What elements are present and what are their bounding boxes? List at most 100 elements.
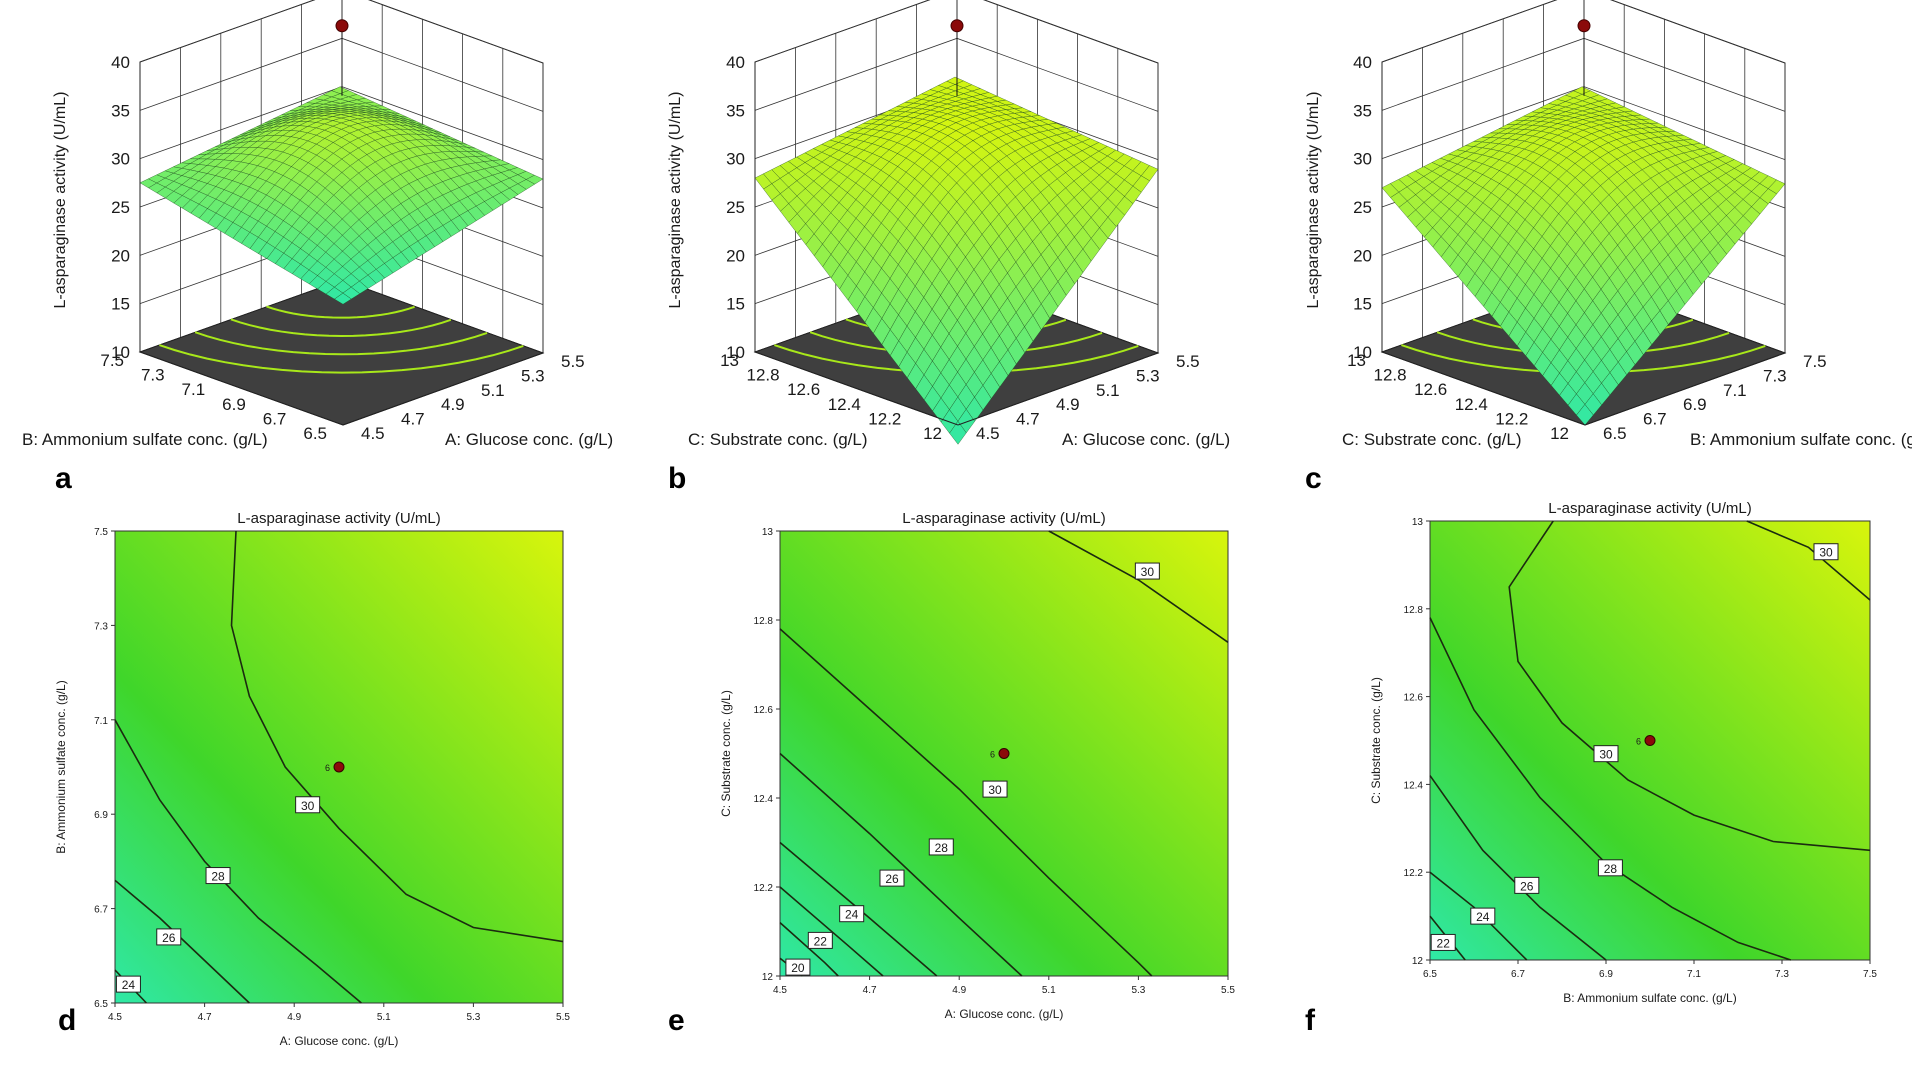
design-point-label: 6 xyxy=(325,763,330,773)
contour-line-30 xyxy=(1746,520,1871,601)
design-point-label: 6 xyxy=(990,750,995,760)
contour-label: 22 xyxy=(814,934,828,948)
y-tick-label: 6.5 xyxy=(303,424,327,443)
z-tick-label: 20 xyxy=(726,246,745,265)
contour-title: L-asparaginase activity (U/mL) xyxy=(1548,500,1751,517)
contour-label-box xyxy=(156,928,182,946)
x-axis-title: A: Glucose conc. (g/L) xyxy=(1062,430,1230,449)
x-tick-label: 7.1 xyxy=(1723,381,1747,400)
contour-label-box xyxy=(928,838,954,856)
y-tick-label: 12.6 xyxy=(1404,693,1424,704)
contour-label: 28 xyxy=(935,841,949,855)
x-tick-label: 4.7 xyxy=(401,410,425,429)
y-tick-label: 12 xyxy=(1550,424,1569,443)
design-point-marker xyxy=(333,761,345,773)
z-tick-label: 10 xyxy=(1353,343,1372,362)
z-tick-label: 40 xyxy=(111,53,130,72)
contour-label: 26 xyxy=(885,872,899,886)
design-point-marker xyxy=(335,19,349,33)
contour-label-box xyxy=(785,958,811,976)
contour-label-box xyxy=(879,869,905,887)
response-surface xyxy=(754,76,1159,445)
contour-label-box xyxy=(1597,859,1623,877)
x-tick-label: 5.3 xyxy=(466,1012,480,1023)
contour-label-box xyxy=(1593,745,1619,763)
z-tick-label: 20 xyxy=(111,246,130,265)
x-tick-label: 4.5 xyxy=(976,424,1000,443)
x-tick-label: 7.3 xyxy=(1775,969,1789,980)
floor-contour xyxy=(159,344,524,374)
x-axis-title: B: Ammonium sulfate conc. (g/L) xyxy=(1563,991,1736,1005)
y-axis-title: C: Substrate conc. (g/L) xyxy=(1369,677,1383,804)
y-tick-label: 7.1 xyxy=(182,380,206,399)
contour-title: L-asparaginase activity (U/mL) xyxy=(237,510,440,527)
x-axis-line xyxy=(1584,352,1786,426)
y-tick-label: 12.8 xyxy=(1404,605,1424,616)
x-tick-label: 7.5 xyxy=(1863,969,1877,980)
z-tick-label: 40 xyxy=(726,53,745,72)
contour-label-box xyxy=(1514,876,1540,894)
y-tick-label: 6.9 xyxy=(94,810,108,821)
x-tick-label: 5.1 xyxy=(1042,985,1056,996)
y-tick-label: 12.4 xyxy=(754,794,774,805)
x-axis-line xyxy=(957,352,1159,426)
x-tick-label: 7.5 xyxy=(1803,352,1827,371)
y-tick-label: 6.7 xyxy=(263,409,287,428)
design-point-marker xyxy=(950,19,964,33)
y-tick-label: 12.2 xyxy=(754,883,774,894)
x-tick-label: 4.7 xyxy=(198,1012,212,1023)
y-tick-label: 13 xyxy=(762,527,774,538)
y-axis-title: C: Substrate conc. (g/L) xyxy=(1342,430,1522,449)
panel-d-contour-plot: L-asparaginase activity (U/mL) 30 28 26 24 6 4… xyxy=(54,510,570,1048)
contour-label: 30 xyxy=(301,799,315,813)
z-tick-label: 25 xyxy=(111,198,130,217)
y-tick-label: 12.2 xyxy=(1404,868,1424,879)
z-tick-label: 30 xyxy=(111,150,130,169)
floor-contour xyxy=(266,305,415,319)
z-tick-label: 40 xyxy=(1353,53,1372,72)
x-tick-label: 5.3 xyxy=(521,366,545,385)
y-tick-label: 12.2 xyxy=(1495,409,1528,428)
x-axis-title: A: Glucose conc. (g/L) xyxy=(445,430,613,449)
y-tick-label: 12.8 xyxy=(747,366,780,385)
z-axis-title: L-asparaginase activity (U/mL) xyxy=(52,92,69,309)
z-tick-label: 15 xyxy=(1353,295,1372,314)
contour-label-box xyxy=(807,931,833,949)
x-tick-label: 6.7 xyxy=(1643,410,1667,429)
panel-label-c: c xyxy=(1305,462,1322,495)
contour-label-box xyxy=(1134,562,1160,580)
contour-line-28 xyxy=(114,719,362,1004)
y-axis-title: B: Ammonium sulfate conc. (g/L) xyxy=(22,430,268,449)
contour-line-24 xyxy=(779,886,884,977)
contour-label-box xyxy=(295,796,321,814)
contour-line-26 xyxy=(114,879,250,1004)
contour-line-22 xyxy=(779,922,839,977)
contour-line-30 xyxy=(1048,530,1229,643)
surface-facet xyxy=(949,420,967,445)
x-tick-label: 4.9 xyxy=(1056,395,1080,414)
y-tick-label: 6.5 xyxy=(94,999,108,1010)
contour-label-box xyxy=(1470,907,1496,925)
x-tick-label: 5.5 xyxy=(1221,985,1235,996)
contour-title: L-asparaginase activity (U/mL) xyxy=(902,510,1105,527)
x-tick-label: 4.9 xyxy=(441,395,465,414)
x-axis-title: B: Ammonium sulfate conc. (g/L) xyxy=(1690,430,1912,449)
y-axis-line xyxy=(754,351,959,426)
contour-line-26 xyxy=(779,841,938,977)
panel-label-e: e xyxy=(668,1004,685,1037)
y-tick-label: 7.5 xyxy=(100,351,124,370)
panel-f-contour-plot: L-asparaginase activity (U/mL) 30 30 28 26 24… xyxy=(1369,500,1877,1005)
wall-gridline xyxy=(1381,0,1786,64)
x-tick-label: 4.9 xyxy=(287,1012,301,1023)
y-axis-title: B: Ammonium sulfate conc. (g/L) xyxy=(54,680,68,853)
x-tick-label: 6.9 xyxy=(1683,395,1707,414)
design-point-marker xyxy=(1577,19,1591,33)
y-tick-label: 6.9 xyxy=(222,395,246,414)
y-tick-label: 7.3 xyxy=(94,621,108,632)
design-point-label: 6 xyxy=(1636,737,1641,747)
y-tick-label: 12.6 xyxy=(787,380,820,399)
y-tick-label: 12.8 xyxy=(754,616,774,627)
y-axis-line xyxy=(1381,351,1586,426)
y-tick-label: 12.2 xyxy=(868,409,901,428)
